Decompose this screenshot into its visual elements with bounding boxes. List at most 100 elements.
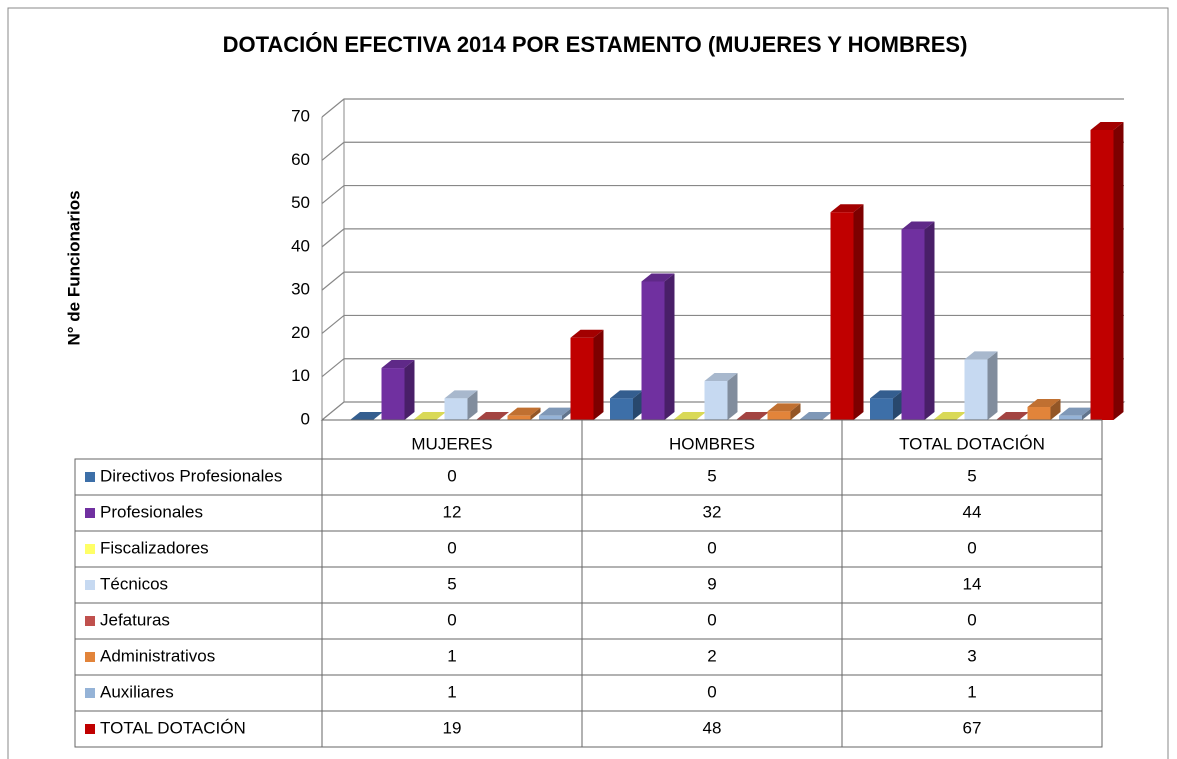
bar-top	[964, 351, 998, 360]
table-value: 0	[707, 538, 716, 557]
bar-top	[767, 403, 801, 412]
legend-swatch	[85, 688, 95, 698]
bar	[444, 390, 478, 420]
y-tick-label: 30	[291, 280, 310, 299]
bar-side	[530, 407, 541, 420]
bar-top	[507, 407, 541, 416]
grid-line	[321, 98, 1124, 118]
bar-front	[539, 415, 562, 420]
bar-side	[664, 273, 675, 420]
bar	[381, 360, 415, 420]
chart-title: DOTACIÓN EFECTIVA 2014 POR ESTAMENTO (MU…	[223, 32, 968, 57]
table-value: 1	[447, 646, 456, 665]
grid-line	[321, 271, 1124, 291]
bar-side	[893, 390, 903, 420]
table-value: 0	[967, 610, 976, 629]
table-value: 5	[967, 466, 976, 485]
table-value: 9	[707, 574, 716, 593]
bar-side	[1082, 407, 1092, 420]
bar	[641, 273, 675, 420]
bar-side	[633, 390, 643, 420]
bar-top	[413, 412, 446, 420]
bar-top	[1059, 407, 1092, 416]
grid-line	[321, 184, 1124, 205]
bar-side	[853, 204, 864, 420]
bar-side	[562, 407, 572, 420]
bar	[1090, 121, 1124, 420]
bar	[673, 412, 706, 420]
bar-top	[641, 273, 675, 282]
bar	[610, 390, 643, 420]
bar-top	[1090, 121, 1124, 130]
bar-top	[444, 390, 478, 399]
bar-side	[987, 351, 998, 420]
bar	[476, 412, 509, 420]
bar	[570, 329, 604, 420]
bar-top	[610, 390, 643, 399]
bar-side	[727, 373, 738, 420]
x-tick-label: TOTAL DOTACIÓN	[899, 434, 1045, 453]
bar-front	[381, 368, 405, 420]
bar	[539, 407, 572, 420]
table-value: 44	[963, 502, 982, 521]
legend-swatch	[85, 544, 95, 554]
table-value: 0	[967, 538, 976, 557]
bar-top	[381, 360, 415, 369]
table-value: 2	[707, 646, 716, 665]
bar	[996, 412, 1029, 420]
x-tick-label: HOMBRES	[669, 434, 755, 453]
table-value: 3	[967, 646, 976, 665]
legend-label: Fiscalizadores	[100, 538, 209, 557]
table-value: 48	[703, 718, 722, 737]
bar-top	[736, 412, 769, 420]
bar-front	[964, 359, 988, 420]
bar-top	[350, 412, 383, 420]
legend-swatch	[85, 580, 95, 590]
y-tick-label: 50	[291, 193, 310, 212]
bar	[350, 412, 383, 420]
bar-front	[1059, 415, 1082, 420]
bar	[736, 412, 769, 420]
table-value: 67	[963, 718, 982, 737]
bar-front	[444, 398, 468, 420]
bar-top	[673, 412, 706, 420]
bar	[767, 403, 801, 420]
bar	[1027, 399, 1061, 420]
bar	[704, 373, 738, 420]
bar	[870, 390, 903, 420]
bar-top	[539, 407, 572, 416]
bar	[933, 412, 966, 420]
bar-front	[901, 229, 925, 420]
grid-line	[321, 401, 1124, 421]
bar	[830, 204, 864, 420]
table-value: 5	[447, 574, 456, 593]
y-tick-label: 40	[291, 236, 310, 255]
bar-front	[610, 398, 633, 420]
bar-front	[704, 381, 728, 420]
legend-label: Auxiliares	[100, 682, 174, 701]
bar-front	[1090, 129, 1114, 420]
bar-top	[476, 412, 509, 420]
y-tick-label: 0	[301, 409, 310, 428]
bar-side	[467, 390, 478, 420]
bar	[964, 351, 998, 420]
table-value: 5	[707, 466, 716, 485]
bar-side	[1050, 399, 1061, 420]
grid-line	[321, 358, 1124, 378]
legend-label: Jefaturas	[100, 610, 170, 629]
bar-top	[901, 221, 935, 230]
x-tick-label: MUJERES	[411, 434, 492, 453]
bar-top	[830, 204, 864, 213]
grid-line	[321, 314, 1124, 334]
grid-line	[321, 141, 1124, 161]
legend-label: Directivos Profesionales	[100, 466, 282, 485]
bar-top	[996, 412, 1029, 420]
bar-top	[1027, 399, 1061, 408]
bar-front	[830, 212, 854, 420]
bar	[1059, 407, 1092, 420]
bar-front	[570, 337, 594, 420]
grid-line	[321, 228, 1124, 248]
table-value: 32	[703, 502, 722, 521]
bar-side	[1113, 121, 1124, 420]
